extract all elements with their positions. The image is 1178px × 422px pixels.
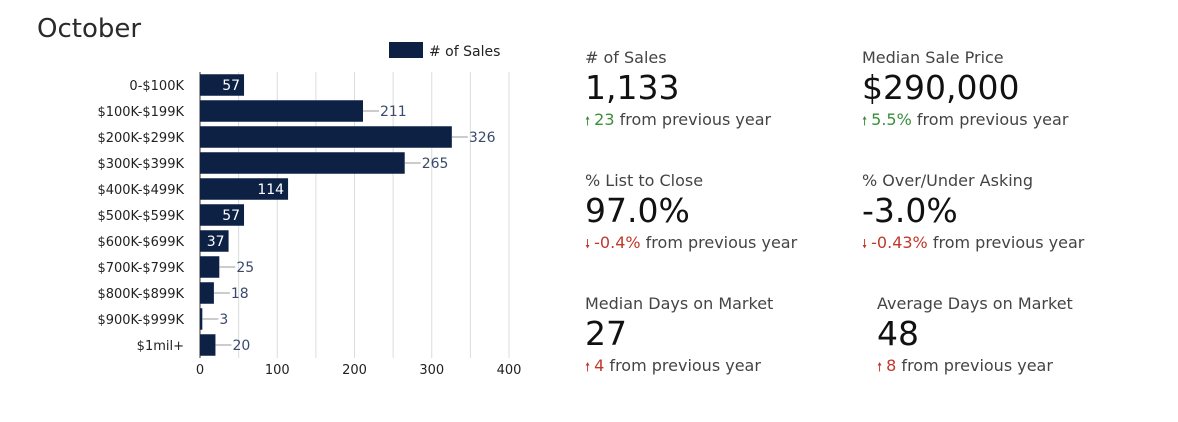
category-label: $800K-$899K <box>97 287 184 302</box>
stat-change: 🠗 -0.4% from previous year <box>585 233 797 256</box>
stat-value: -3.0% <box>862 191 958 230</box>
stat-delta: -0.4% <box>594 233 641 252</box>
category-label: $500K-$599K <box>97 209 184 224</box>
stat-change: 🠕 4 from previous year <box>585 356 773 379</box>
stat-list-to-close: % List to Close 97.0% 🠗 -0.4% from previo… <box>585 171 797 256</box>
data-label: 37 <box>207 234 225 250</box>
stat-label: # of Sales <box>585 48 667 67</box>
data-label: 57 <box>222 78 240 94</box>
data-label: 265 <box>422 156 449 172</box>
data-label: 18 <box>231 286 249 302</box>
arrow-up-icon: 🠕 <box>862 114 868 128</box>
x-tick-label: 300 <box>419 363 444 378</box>
stat-over-under-asking: % Over/Under Asking -3.0% 🠗 -0.43% from p… <box>862 171 1084 256</box>
stat-value: 48 <box>877 314 919 353</box>
legend-swatch <box>389 42 423 58</box>
stat-label: % List to Close <box>585 171 704 190</box>
arrow-up-icon: 🠕 <box>585 360 591 374</box>
category-label: $100K-$199K <box>97 105 184 120</box>
stat-number-of-sales: # of Sales 1,133 🠕 23 from previous year <box>585 48 771 133</box>
stat-value: $290,000 <box>862 68 1020 107</box>
x-tick-label: 100 <box>265 363 290 378</box>
stat-delta: 5.5% <box>871 110 912 129</box>
stat-value: 27 <box>585 314 627 353</box>
category-label: $400K-$499K <box>97 183 184 198</box>
x-tick-label: 400 <box>497 363 522 378</box>
bar <box>200 230 229 252</box>
bar <box>200 256 220 278</box>
data-label: 3 <box>219 312 228 328</box>
category-label: $600K-$699K <box>97 235 184 250</box>
stat-change-suffix: from previous year <box>911 110 1069 129</box>
stat-value: 1,133 <box>585 68 680 107</box>
x-tick-label: 0 <box>196 363 204 378</box>
legend-label: # of Sales <box>429 44 500 60</box>
category-label: $900K-$999K <box>97 313 184 328</box>
sales-bar-chart: 0 100 200 300 400 0-$100K $100K-$199K $200K-$29… <box>97 42 522 378</box>
bar <box>200 74 245 96</box>
stat-median-sale-price: Median Sale Price $290,000 🠕 5.5% from pr… <box>862 48 1068 133</box>
stat-label: Median Sale Price <box>862 48 1004 67</box>
stat-delta: -0.43% <box>871 233 928 252</box>
stat-change: 🠕 23 from previous year <box>585 110 771 133</box>
data-label: 25 <box>236 260 254 276</box>
bar <box>200 152 405 174</box>
data-label: 114 <box>257 182 284 198</box>
data-label: 20 <box>232 338 250 354</box>
stat-delta: 23 <box>594 110 615 129</box>
stat-change-suffix: from previous year <box>927 233 1085 252</box>
stat-change-suffix: from previous year <box>896 356 1053 375</box>
data-label: 211 <box>380 104 407 120</box>
bar <box>200 178 289 200</box>
stat-label: % Over/Under Asking <box>862 171 1033 190</box>
arrow-down-icon: 🠗 <box>862 237 868 251</box>
stat-average-days-on-market: Average Days on Market 48 🠕 8 from previo… <box>877 294 1073 379</box>
arrow-up-icon: 🠕 <box>585 114 591 128</box>
stat-value: 97.0% <box>585 191 690 230</box>
category-label: $1mil+ <box>137 339 184 354</box>
category-label: $700K-$799K <box>97 261 184 276</box>
bar <box>200 282 214 304</box>
x-tick-label: 200 <box>342 363 367 378</box>
stat-delta: 4 <box>594 356 605 375</box>
stat-change-suffix: from previous year <box>640 233 798 252</box>
category-label: 0-$100K <box>129 79 184 94</box>
category-label: $200K-$299K <box>97 131 184 146</box>
bar <box>200 204 245 226</box>
arrow-up-icon: 🠕 <box>877 360 883 374</box>
bar <box>200 100 363 122</box>
stat-change: 🠕 5.5% from previous year <box>862 110 1068 133</box>
arrow-down-icon: 🠗 <box>585 237 591 251</box>
data-label: 326 <box>469 130 496 146</box>
stat-label: Average Days on Market <box>877 294 1073 313</box>
bar <box>200 334 216 356</box>
stat-median-days-on-market: Median Days on Market 27 🠕 4 from previou… <box>585 294 773 379</box>
category-label: $300K-$399K <box>97 157 184 172</box>
data-label: 57 <box>222 208 240 224</box>
stat-change-suffix: from previous year <box>614 110 772 129</box>
stat-change: 🠗 -0.43% from previous year <box>862 233 1084 256</box>
stat-delta: 8 <box>886 356 897 375</box>
bar <box>200 126 452 148</box>
page-title: October <box>37 14 142 44</box>
stat-change-suffix: from previous year <box>604 356 761 375</box>
stat-change: 🠕 8 from previous year <box>877 356 1073 379</box>
stat-label: Median Days on Market <box>585 294 774 313</box>
bar <box>200 308 203 330</box>
